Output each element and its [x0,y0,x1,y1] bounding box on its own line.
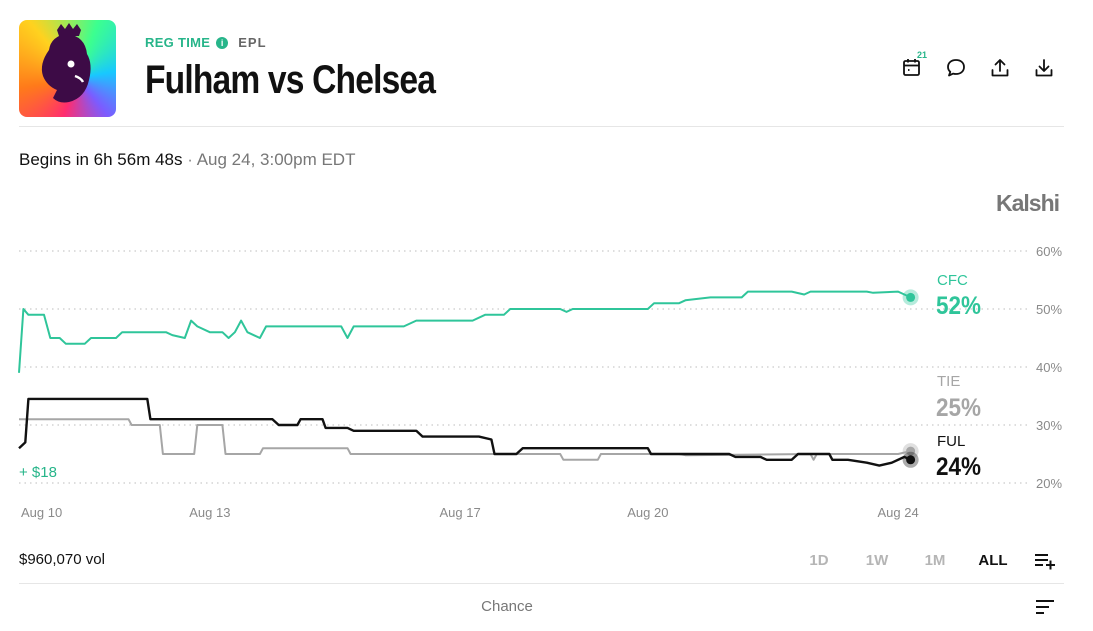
comment-icon [947,59,965,77]
sort-button[interactable] [1034,598,1056,616]
x-tick-label: Aug 10 [21,505,62,520]
header-divider [19,126,1064,127]
range-1w[interactable]: 1W [865,552,889,569]
market-tags: REG TIME i EPL [145,35,267,50]
x-tick-label: Aug 17 [440,505,481,520]
x-tick-label: Aug 24 [877,505,918,520]
countdown-text: Begins in 6h 56m 48s [19,150,183,169]
start-time-separator: · [187,150,193,169]
premier-league-lion-icon [41,23,91,103]
series-label-ful: FUL [937,433,965,450]
series-value-tie: 25% [936,394,981,422]
calendar-icon [903,59,920,76]
series-value-ful: 24% [936,453,981,481]
series-label-tie: TIE [937,373,960,390]
range-1m[interactable]: 1M [924,552,946,569]
range-selector: 1D 1W 1M ALL [790,552,1022,569]
payout-annotation: + $18 [19,464,57,481]
league-logo [19,20,116,117]
download-button[interactable] [1032,56,1056,80]
download-icon [1035,59,1053,77]
series-line-cfc [18,290,912,373]
league-label[interactable]: EPL [238,35,267,50]
y-tick-label: 20% [1036,476,1062,491]
series-end-dot-cfc [906,292,916,302]
sort-icon [1036,600,1054,614]
reg-time-label: REG TIME [145,35,211,50]
series-label-cfc: CFC [937,272,968,289]
start-time: Begins in 6h 56m 48s · Aug 24, 3:00pm ED… [19,150,355,170]
y-tick-label: 30% [1036,418,1062,433]
series-line-tie [19,418,911,461]
y-tick-label: 40% [1036,360,1062,375]
add-to-list-button[interactable] [1034,551,1056,571]
volume-text: $960,070 vol [19,551,105,568]
list-add-icon [1035,554,1055,570]
range-all[interactable]: ALL [978,552,1008,569]
comment-button[interactable] [944,56,968,80]
calendar-button[interactable]: 21 [900,50,927,80]
x-tick-label: Aug 20 [627,505,668,520]
share-button[interactable] [988,56,1012,80]
x-tick-label: Aug 13 [189,505,230,520]
share-icon [991,59,1009,77]
series-end-dot-ful [906,455,916,465]
header-actions: 21 [900,50,1056,80]
series-end-dot-tie [906,446,916,456]
info-icon[interactable]: i [216,36,229,49]
price-chart[interactable]: 20% 30% 40% 50% 60% Aug 10 Aug 13 Aug 17 Aug 20 A… [0,230,1093,530]
chance-label: Chance [481,598,533,615]
start-date: Aug 24, 3:00pm EDT [196,150,356,169]
y-tick-label: 50% [1036,302,1062,317]
kalshi-logo: Kalshi [996,190,1060,216]
series-line-ful [18,397,912,467]
series-value-cfc: 52% [936,292,981,320]
range-1d[interactable]: 1D [809,552,829,569]
page-title: Fulham vs Chelsea [145,58,436,102]
calendar-badge: 21 [917,50,928,60]
footer-divider [19,583,1064,584]
y-tick-label: 60% [1036,244,1062,259]
